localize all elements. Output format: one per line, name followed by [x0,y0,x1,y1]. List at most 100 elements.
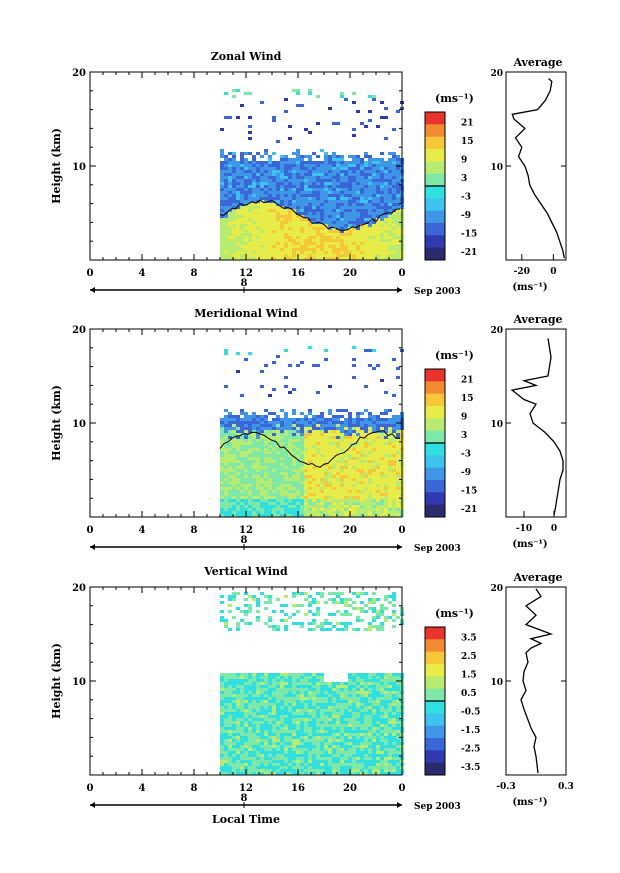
heat-cell [304,218,308,221]
heat-cell [236,772,240,775]
heat-cell [264,676,268,679]
heat-cell [296,418,300,421]
heat-cell [288,715,292,718]
heat-cell [312,427,316,430]
heat-cell [328,466,332,469]
heat-cell [244,248,248,251]
heat-cell [340,709,344,712]
heat-cell [340,221,344,224]
heat-cell [320,682,324,685]
heat-cell [336,454,340,457]
heat-cell [304,182,308,185]
heat-cell [352,128,356,131]
heat-cell [268,164,272,167]
heat-cell [268,697,272,700]
heat-cell [236,730,240,733]
heat-cell [392,179,396,182]
heat-cell [240,224,244,227]
heat-cell [376,424,380,427]
heat-cell [272,230,276,233]
heat-cell [308,736,312,739]
heat-cell [368,206,372,209]
heat-cell [324,421,328,424]
heat-cell [240,751,244,754]
heatmap-cells [220,346,404,517]
heat-cell [376,197,380,200]
heat-cell [396,248,400,251]
heat-cell [372,224,376,227]
heat-cell [240,478,244,481]
heat-cell [244,688,248,691]
heat-cell [280,763,284,766]
heat-cell [360,673,364,676]
heat-cell [220,595,224,598]
heat-cell [300,427,304,430]
heat-cell [292,484,296,487]
heat-cell [300,436,304,439]
heat-cell [388,463,392,466]
heat-cell [228,415,232,418]
heat-cell [336,472,340,475]
heat-cell [360,170,364,173]
heat-cell [396,514,400,517]
heat-cell [360,203,364,206]
heat-cell [332,757,336,760]
heat-cell [224,427,228,430]
heat-cell [240,418,244,421]
heat-cell [228,200,232,203]
heat-cell [316,457,320,460]
colorbar-swatch [425,418,445,432]
heat-cell [308,227,312,230]
heat-cell [284,763,288,766]
heat-cell [224,200,228,203]
heat-cell [368,514,372,517]
heat-cell [340,242,344,245]
heat-cell [380,182,384,185]
heat-cell [296,697,300,700]
heat-cell [252,475,256,478]
heat-cell [240,481,244,484]
heat-cell [264,448,268,451]
heat-cell [352,451,356,454]
heat-cell [392,466,396,469]
heat-cell [352,242,356,245]
heat-cell [308,215,312,218]
heat-cell [228,179,232,182]
heat-cell [332,493,336,496]
heat-cell [336,754,340,757]
heat-cell [288,721,292,724]
heat-cell [384,466,388,469]
heat-cell [224,724,228,727]
heat-cell [256,745,260,748]
heat-cell [272,206,276,209]
heat-cell [376,158,380,161]
heat-cell [388,179,392,182]
heat-cell [328,197,332,200]
heat-cell [324,239,328,242]
heat-cell [220,481,224,484]
heat-cell [360,212,364,215]
heat-cell [260,751,264,754]
heat-cell [320,439,324,442]
heat-cell [352,487,356,490]
heat-cell [296,245,300,248]
heat-cell [228,221,232,224]
heat-cell [304,236,308,239]
heat-cell [340,733,344,736]
heat-cell [360,206,364,209]
heat-cell [236,454,240,457]
heat-cell [336,772,340,775]
heat-cell [324,481,328,484]
heat-cell [324,233,328,236]
heat-cell [336,742,340,745]
heat-cell [272,182,276,185]
heat-cell [256,442,260,445]
heat-cell [236,493,240,496]
heat-cell [372,167,376,170]
heat-cell [340,439,344,442]
heat-cell [236,688,240,691]
heat-cell [352,493,356,496]
heat-cell [348,694,352,697]
heat-cell [252,436,256,439]
average-x-unit: (ms⁻¹) [512,282,547,293]
